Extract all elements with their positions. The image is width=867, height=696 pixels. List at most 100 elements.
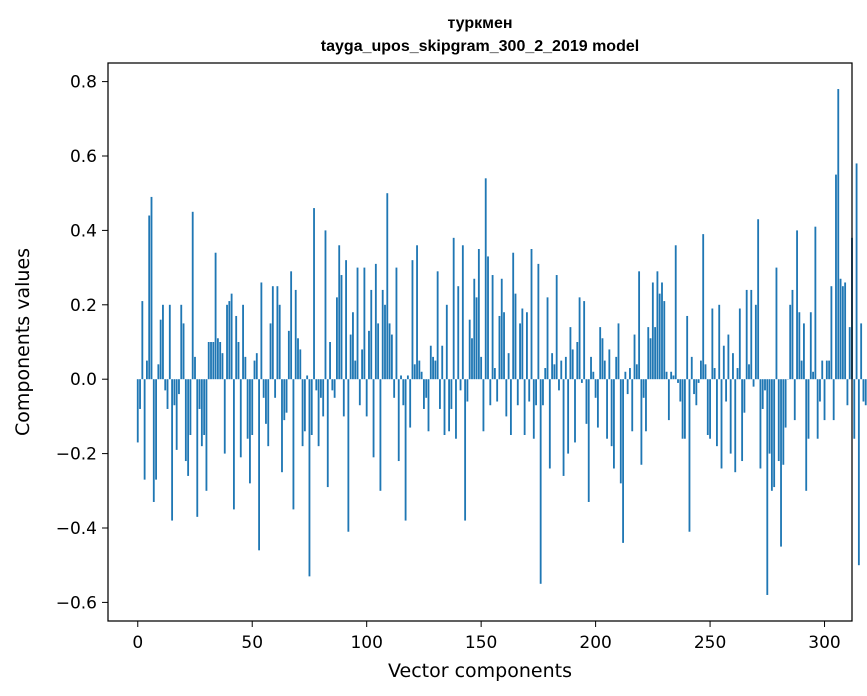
bar: [548, 379, 551, 469]
bar: [324, 230, 327, 380]
bar: [519, 323, 521, 380]
bar: [413, 364, 416, 380]
bar: [754, 304, 757, 380]
bar: [825, 360, 828, 380]
bar: [727, 334, 730, 380]
bar: [683, 379, 686, 439]
bar: [729, 379, 732, 454]
y-tick-label: 0.6: [70, 147, 97, 167]
bar: [503, 312, 505, 380]
bar: [734, 379, 737, 473]
bar: [425, 379, 428, 398]
bar: [711, 308, 714, 380]
bar: [448, 379, 451, 432]
bar: [352, 312, 354, 380]
bar: [544, 368, 547, 380]
bar: [770, 379, 773, 491]
bar: [152, 379, 155, 502]
bar: [718, 304, 721, 380]
bar: [585, 379, 588, 424]
bar: [411, 260, 414, 380]
bar: [839, 278, 842, 380]
bar: [803, 323, 805, 380]
bar: [523, 379, 526, 435]
bar: [455, 379, 457, 439]
bar: [725, 379, 728, 402]
bar: [136, 379, 139, 443]
bar: [674, 245, 677, 380]
bar: [489, 379, 492, 406]
y-axis-label: Components values: [12, 248, 34, 436]
bar: [505, 379, 508, 417]
bar: [542, 379, 544, 406]
bar: [459, 379, 462, 391]
bar: [482, 379, 485, 432]
bar: [741, 379, 744, 462]
bar: [798, 312, 801, 380]
bar: [688, 379, 691, 532]
bar: [578, 297, 581, 380]
bar: [439, 379, 441, 409]
y-tick-label: −0.2: [56, 445, 97, 465]
bar: [416, 245, 418, 380]
bar: [661, 282, 663, 380]
bars-group: [136, 89, 867, 595]
bar: [155, 379, 157, 480]
bar: [677, 379, 679, 383]
bar: [862, 379, 865, 402]
bar: [143, 379, 146, 480]
bar: [198, 379, 201, 409]
bar: [265, 379, 267, 424]
bar: [281, 379, 283, 473]
bar: [365, 379, 368, 417]
bar: [855, 163, 858, 380]
bar: [388, 323, 391, 380]
bar: [823, 379, 826, 421]
x-tick-label: 250: [694, 633, 726, 653]
bar: [649, 338, 652, 380]
bar: [141, 301, 144, 380]
bar: [654, 327, 657, 380]
bar: [237, 342, 240, 380]
bar: [452, 237, 455, 380]
bar: [319, 379, 322, 398]
bar: [372, 379, 375, 458]
bar: [665, 371, 668, 380]
bar: [658, 293, 661, 380]
bar: [230, 293, 233, 380]
bar: [601, 338, 604, 380]
bar: [283, 379, 286, 421]
bar: [816, 379, 819, 439]
bar: [773, 379, 776, 488]
bar: [184, 379, 187, 462]
bar: [466, 379, 469, 402]
bar: [846, 379, 849, 406]
bar: [427, 379, 430, 432]
bar: [368, 330, 370, 380]
bar: [690, 356, 693, 380]
bar: [667, 379, 670, 421]
bar: [189, 379, 192, 435]
bar: [704, 364, 707, 380]
bar: [555, 275, 558, 380]
bar: [395, 267, 398, 380]
bar: [532, 379, 535, 439]
bar: [178, 379, 180, 395]
bar: [613, 379, 615, 469]
bar: [187, 379, 190, 476]
bar: [608, 349, 611, 380]
bar: [498, 315, 501, 380]
bar: [260, 282, 263, 380]
bar: [402, 379, 405, 406]
bar: [232, 379, 235, 510]
bar: [642, 379, 645, 398]
chart-title: туркмен: [447, 15, 512, 32]
bar: [835, 174, 837, 380]
bar: [441, 345, 444, 380]
bar: [310, 379, 313, 435]
y-tick-label: 0.2: [70, 296, 97, 316]
bar: [400, 375, 402, 380]
bar: [599, 327, 602, 380]
bar: [860, 323, 863, 380]
bar: [837, 89, 840, 380]
